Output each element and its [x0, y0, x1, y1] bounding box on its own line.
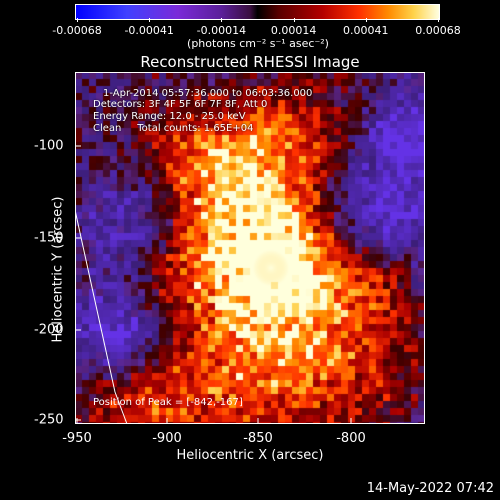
colorbar-units: (photons cm⁻² s⁻¹ asec⁻²) — [187, 37, 329, 50]
y-axis-label: Heliocentric Y (arcsec) — [50, 196, 66, 343]
y-tick-label: -250 — [34, 412, 64, 428]
limb-line — [75, 209, 128, 424]
peak-position: Position of Peak = [-842,-167] — [93, 397, 243, 408]
colorbar-tick — [438, 18, 439, 22]
x-tick-label: -900 — [152, 431, 182, 446]
info-time-range: 1-Apr-2014 05:57:36.000 to 06:03:36.000 — [103, 88, 313, 99]
info-total-counts: Clean Total counts: 1.65E+04 — [93, 123, 254, 134]
x-tick-label: -850 — [243, 431, 273, 446]
x-tick-label: -950 — [62, 431, 92, 446]
timestamp: 14-May-2022 07:42 — [366, 481, 494, 496]
colorbar-tick-label: -0.00014 — [196, 24, 247, 37]
colorbar-tick — [149, 18, 151, 22]
colorbar-tick — [77, 18, 78, 22]
colorbar-tick-label: -0.00041 — [124, 24, 174, 37]
colorbar-tick-label: 0.00068 — [415, 24, 461, 37]
colorbar-tick — [221, 18, 223, 22]
x-tick-label: -800 — [336, 431, 366, 446]
x-axis-label: Heliocentric X (arcsec) — [176, 448, 324, 463]
colorbar-tick-label: -0.00068 — [52, 24, 102, 37]
colorbar-tick — [293, 18, 295, 22]
info-energy-range: Energy Range: 12.0 - 25.0 keV — [93, 111, 246, 122]
rhessi-image — [75, 72, 425, 424]
colorbar-tick-label: 0.00014 — [270, 24, 317, 37]
info-detectors: Detectors: 3F 4F 5F 6F 7F 8F, Att 0 — [93, 99, 268, 110]
colorbar-tick-label: 0.00041 — [343, 24, 389, 37]
y-tick-label: -200 — [34, 322, 64, 338]
image-title: Reconstructed RHESSI Image — [140, 53, 360, 71]
colorbar — [75, 4, 440, 20]
y-tick-label: -150 — [34, 230, 64, 246]
y-tick-label: -100 — [34, 138, 64, 154]
colorbar-tick — [365, 18, 367, 22]
